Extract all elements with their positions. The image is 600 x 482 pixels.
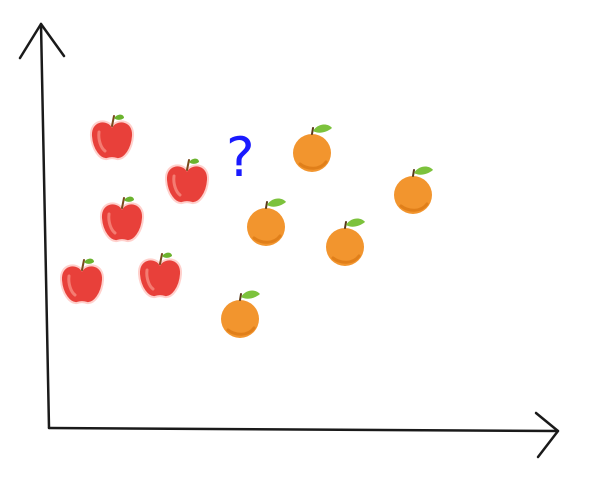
apple-icon <box>99 195 145 243</box>
apple-icon <box>137 251 183 299</box>
apple-cluster <box>59 113 210 305</box>
orange-icon <box>291 124 334 174</box>
apple-icon <box>89 113 135 161</box>
y-axis-arrowhead <box>18 22 66 60</box>
apple-icon <box>164 157 210 205</box>
x-axis-arrowhead <box>534 411 560 459</box>
orange-icon <box>392 166 435 216</box>
orange-icon <box>245 198 288 248</box>
y-axis-line <box>39 22 51 430</box>
x-axis-line <box>47 426 560 433</box>
apple-icon <box>59 257 105 305</box>
orange-icon <box>219 290 262 340</box>
axes <box>18 22 560 459</box>
orange-icon <box>324 218 367 268</box>
question-mark: ? <box>226 126 255 189</box>
